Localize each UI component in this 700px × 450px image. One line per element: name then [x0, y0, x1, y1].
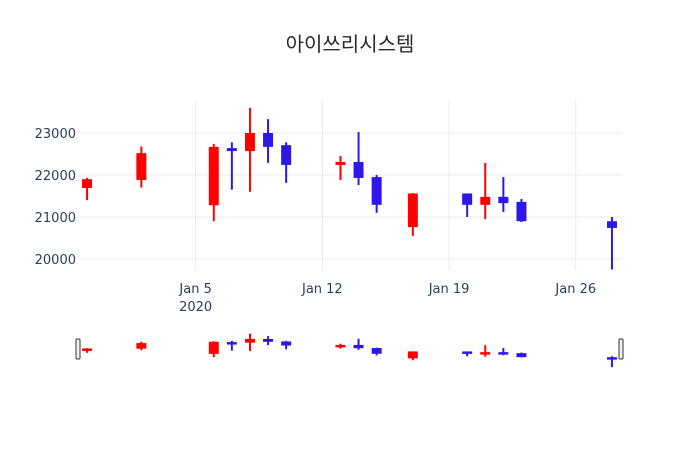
candle	[371, 175, 382, 213]
candle	[335, 156, 346, 181]
candle	[136, 146, 147, 188]
candle	[353, 132, 364, 186]
chart-title: 아이쓰리시스템	[285, 32, 415, 56]
candle	[480, 162, 491, 220]
range-slider[interactable]	[75, 333, 624, 368]
range-slider-right-handle[interactable]	[618, 338, 624, 360]
candle	[281, 142, 292, 183]
x-tick-year: 2020	[179, 300, 212, 315]
y-tick-label: 22000	[35, 169, 76, 184]
candle	[606, 217, 617, 270]
slider-candle	[462, 351, 473, 357]
candle	[82, 177, 93, 201]
slider-candle	[353, 338, 364, 350]
slider-candle	[136, 341, 147, 351]
y-tick-label: 23000	[35, 127, 76, 142]
candle	[263, 119, 274, 163]
candle	[516, 198, 527, 223]
x-tick-label: Jan 12	[301, 282, 343, 297]
candle	[244, 107, 255, 192]
slider-candle	[281, 340, 292, 350]
candle	[208, 143, 219, 222]
candle	[407, 193, 418, 236]
x-tick-label: Jan 26	[554, 282, 596, 297]
slider-candle	[208, 341, 219, 358]
slider-candle	[82, 348, 93, 353]
candles-main	[82, 107, 617, 270]
slider-candle	[480, 345, 491, 357]
y-axis: 20000 21000 22000 23000	[35, 127, 76, 268]
slider-candle	[407, 351, 418, 361]
slider-candle	[371, 347, 382, 356]
slider-candle	[263, 336, 274, 346]
y-tick-label: 21000	[35, 211, 76, 226]
candle	[226, 142, 237, 190]
gridlines	[78, 100, 621, 270]
slider-candle	[516, 352, 527, 358]
x-tick-label: Jan 5	[178, 282, 211, 297]
slider-candle	[335, 343, 346, 349]
range-slider-left-handle[interactable]	[75, 338, 81, 360]
slider-candle	[226, 340, 237, 351]
slider-candle	[606, 356, 617, 368]
slider-candle	[498, 348, 509, 356]
x-axis: Jan 5 2020 Jan 12 Jan 19 Jan 26	[178, 282, 596, 315]
candle	[498, 177, 509, 212]
x-tick-label: Jan 19	[428, 282, 470, 297]
y-tick-label: 20000	[35, 253, 76, 268]
candle	[462, 193, 473, 217]
slider-candle	[244, 333, 255, 352]
